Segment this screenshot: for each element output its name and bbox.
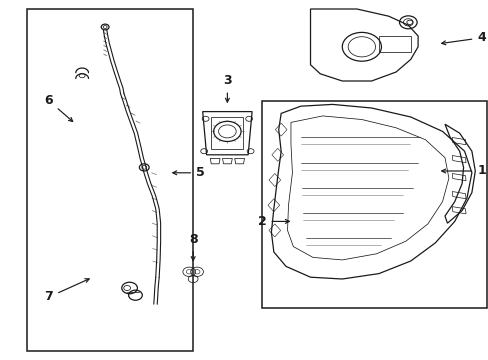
Text: 4: 4 (441, 31, 485, 45)
Text: 5: 5 (172, 166, 204, 179)
Circle shape (103, 26, 107, 28)
Text: 1: 1 (441, 165, 485, 177)
Text: 7: 7 (44, 279, 89, 303)
Bar (27, 9, 193, 351)
Bar (261, 101, 486, 308)
Text: 8: 8 (188, 233, 197, 261)
Text: 3: 3 (223, 75, 231, 102)
Circle shape (142, 166, 146, 169)
Text: 6: 6 (44, 94, 73, 122)
Text: 2: 2 (257, 215, 289, 228)
